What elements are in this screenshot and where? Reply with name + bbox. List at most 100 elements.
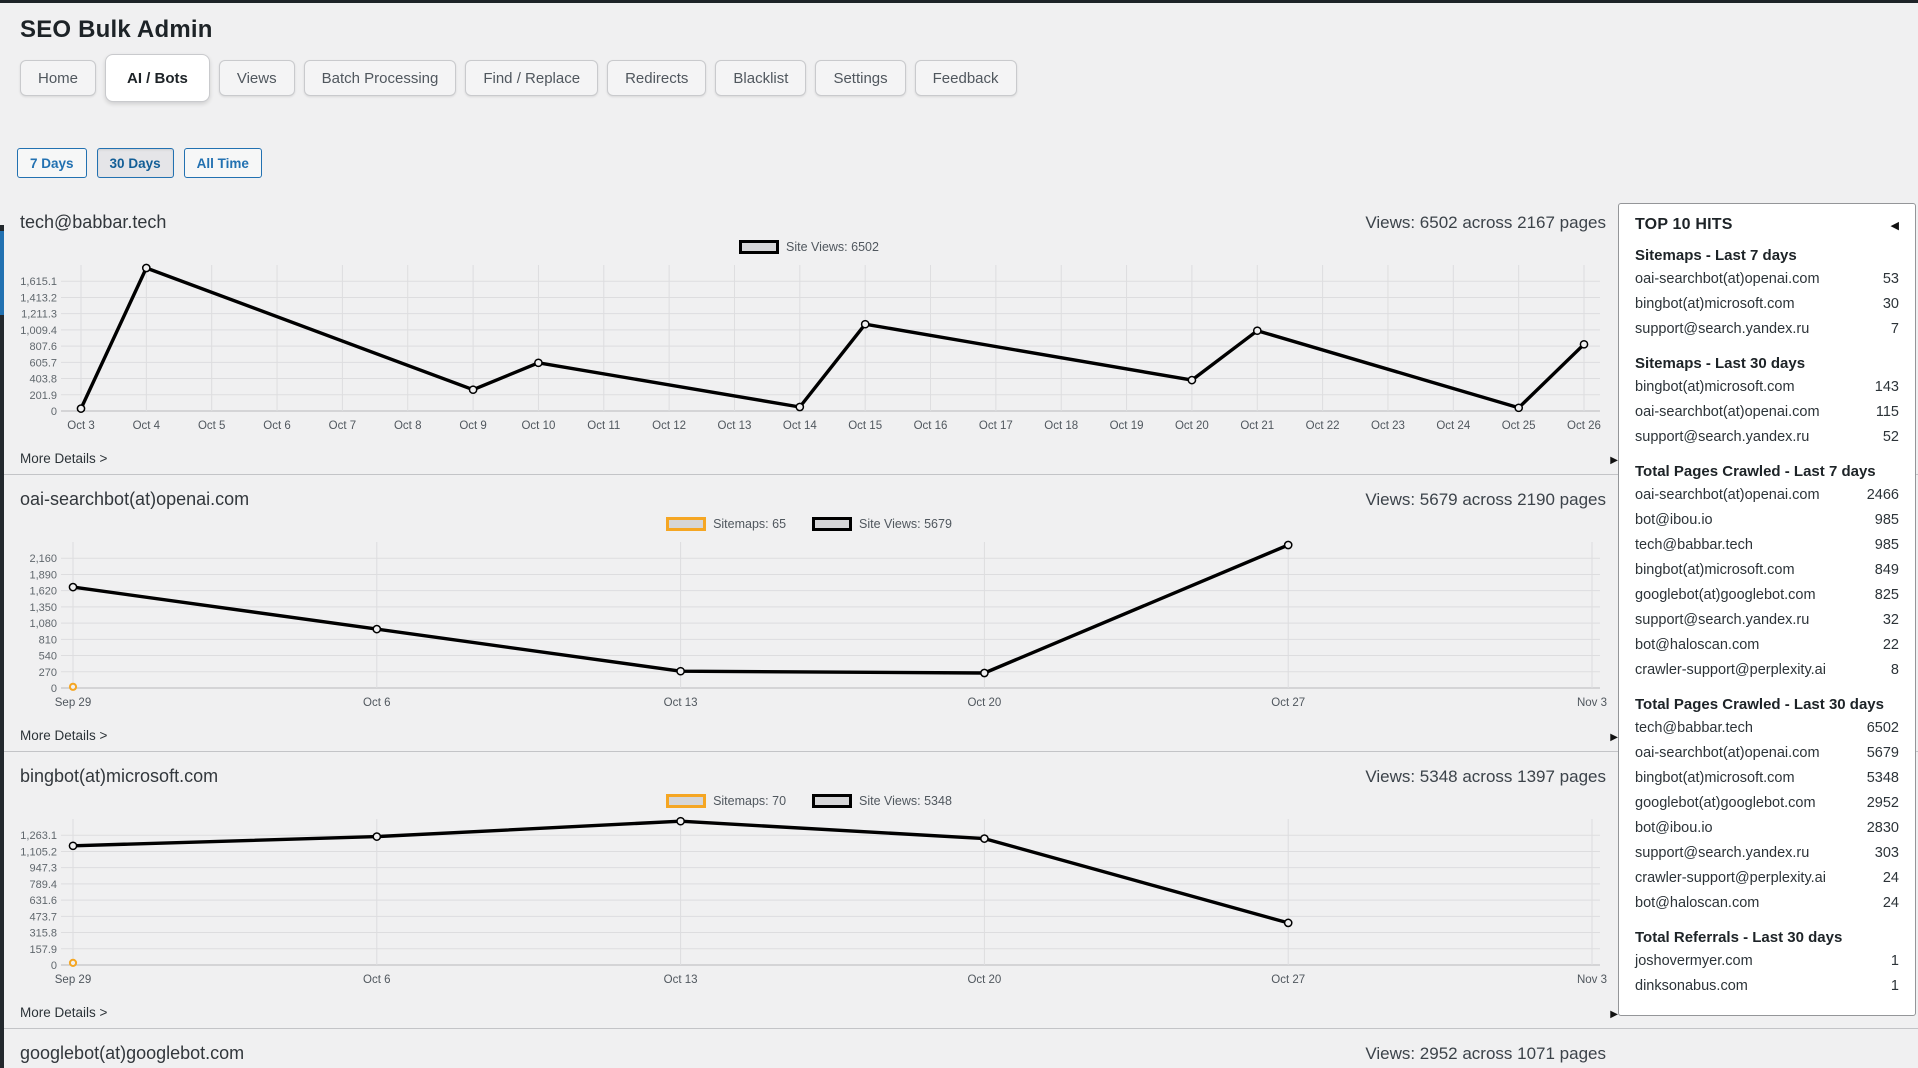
legend-item: Sitemaps: 70 bbox=[666, 794, 786, 808]
svg-text:Oct 8: Oct 8 bbox=[394, 420, 421, 432]
chart-title: oai-searchbot(at)openai.com bbox=[20, 489, 250, 509]
svg-text:1,263.1: 1,263.1 bbox=[20, 830, 57, 842]
bot-name: tech@babbar.tech bbox=[1635, 720, 1753, 736]
filter-button-all-time[interactable]: All Time bbox=[183, 148, 262, 178]
bot-count: 2466 bbox=[1866, 487, 1899, 503]
panel-section-heading: Sitemaps - Last 7 days bbox=[1635, 247, 1797, 264]
chart-sections: tech@babbar.tech Views: 6502 across 2167 … bbox=[0, 198, 1918, 1068]
panel-section-heading: Total Referrals - Last 30 days bbox=[1635, 929, 1843, 946]
panel-stat-row: support@search.yandex.ru 7 bbox=[1635, 317, 1899, 342]
legend-label: Sitemaps: 70 bbox=[713, 794, 787, 808]
tab-feedback[interactable]: Feedback bbox=[914, 60, 1017, 96]
bot-name: bingbot(at)microsoft.com bbox=[1635, 296, 1795, 312]
svg-text:Oct 5: Oct 5 bbox=[198, 420, 225, 432]
bot-name: oai-searchbot(at)openai.com bbox=[1635, 745, 1820, 761]
tab-bar: Home AI / Bots Views Batch Processing Find /… bbox=[20, 54, 1918, 102]
svg-text:Oct 20: Oct 20 bbox=[967, 697, 1001, 709]
svg-text:1,350: 1,350 bbox=[29, 602, 57, 614]
admin-menu-active-sliver bbox=[0, 231, 4, 315]
svg-text:403.8: 403.8 bbox=[29, 374, 57, 386]
tab-views[interactable]: Views bbox=[218, 60, 295, 96]
scroll-right-icon[interactable]: ▶ bbox=[1610, 732, 1618, 743]
svg-text:1,413.2: 1,413.2 bbox=[20, 292, 57, 304]
svg-text:1,211.3: 1,211.3 bbox=[21, 309, 57, 321]
svg-text:Oct 16: Oct 16 bbox=[914, 420, 948, 432]
panel-stat-row: support@search.yandex.ru 303 bbox=[1635, 841, 1899, 866]
chart-legend: Sitemaps: 65 Site Views: 5679 bbox=[20, 512, 1898, 536]
panel-stat-row: bingbot(at)microsoft.com 849 bbox=[1635, 558, 1899, 583]
more-details-link[interactable]: More Details > bbox=[20, 451, 108, 466]
svg-text:Oct 23: Oct 23 bbox=[1371, 420, 1405, 432]
svg-text:Oct 20: Oct 20 bbox=[1175, 420, 1209, 432]
tab-batch-processing[interactable]: Batch Processing bbox=[303, 60, 457, 96]
section-header: tech@babbar.tech Views: 6502 across 2167 … bbox=[20, 212, 1898, 233]
panel-section-heading: Total Pages Crawled - Last 30 days bbox=[1635, 696, 1884, 713]
svg-text:789.4: 789.4 bbox=[29, 879, 57, 891]
svg-text:Oct 21: Oct 21 bbox=[1240, 420, 1274, 432]
panel-stat-row: bot@ibou.io 2830 bbox=[1635, 816, 1899, 841]
panel-stat-row: tech@babbar.tech 6502 bbox=[1635, 716, 1899, 741]
tab-redirects[interactable]: Redirects bbox=[607, 60, 707, 96]
line-chart: 0 157.9 315.8 473.7 631.6 789.4 947.3 1,105.2 1,… bbox=[20, 816, 1607, 986]
svg-text:Oct 10: Oct 10 bbox=[521, 420, 555, 432]
svg-text:Oct 6: Oct 6 bbox=[363, 974, 390, 986]
bot-count: 24 bbox=[1882, 870, 1899, 886]
svg-text:Oct 18: Oct 18 bbox=[1044, 420, 1078, 432]
bot-chart-section: tech@babbar.tech Views: 6502 across 2167 … bbox=[0, 198, 1918, 475]
bot-name: oai-searchbot(at)openai.com bbox=[1635, 487, 1820, 503]
bot-name: googlebot(at)googlebot.com bbox=[1635, 587, 1816, 603]
panel-header: TOP 10 HITS ◀ bbox=[1635, 216, 1899, 234]
collapse-panel-icon[interactable]: ◀ bbox=[1890, 219, 1899, 232]
scroll-right-icon[interactable]: ▶ bbox=[1610, 455, 1618, 466]
chart-title: tech@babbar.tech bbox=[20, 212, 167, 232]
bot-count: 6502 bbox=[1866, 720, 1899, 736]
tab-home[interactable]: Home bbox=[20, 60, 97, 96]
svg-text:Nov 3: Nov 3 bbox=[1577, 697, 1607, 709]
panel-stat-row: tech@babbar.tech 985 bbox=[1635, 533, 1899, 558]
scroll-right-icon[interactable]: ▶ bbox=[1610, 1009, 1618, 1020]
tab-settings[interactable]: Settings bbox=[815, 60, 906, 96]
panel-stat-row: crawler-support@perplexity.ai 8 bbox=[1635, 658, 1899, 683]
bot-count: 825 bbox=[1874, 587, 1899, 603]
svg-text:Oct 4: Oct 4 bbox=[133, 420, 161, 432]
svg-text:807.6: 807.6 bbox=[29, 341, 57, 353]
bot-count: 24 bbox=[1882, 895, 1899, 911]
legend-item: Site Views: 5348 bbox=[812, 794, 952, 808]
bot-name: bingbot(at)microsoft.com bbox=[1635, 770, 1795, 786]
svg-text:1,620: 1,620 bbox=[29, 586, 57, 598]
svg-text:Oct 6: Oct 6 bbox=[363, 697, 390, 709]
tab-blacklist[interactable]: Blacklist bbox=[715, 60, 807, 96]
svg-text:540: 540 bbox=[39, 651, 57, 663]
chart-legend: Sitemaps: 70 Site Views: 5348 bbox=[20, 789, 1898, 813]
svg-text:1,890: 1,890 bbox=[29, 569, 57, 581]
svg-text:1,105.2: 1,105.2 bbox=[20, 846, 57, 858]
svg-text:473.7: 473.7 bbox=[29, 911, 57, 923]
filter-button-7-days[interactable]: 7 Days bbox=[17, 148, 87, 178]
legend-item: Site Views: 6502 bbox=[739, 240, 879, 254]
panel-stat-row: googlebot(at)googlebot.com 2952 bbox=[1635, 791, 1899, 816]
svg-text:Nov 3: Nov 3 bbox=[1577, 974, 1607, 986]
bot-name: googlebot(at)googlebot.com bbox=[1635, 795, 1816, 811]
bot-name: bot@ibou.io bbox=[1635, 820, 1713, 836]
chart-title: googlebot(at)googlebot.com bbox=[20, 1043, 245, 1063]
tab-find-replace[interactable]: Find / Replace bbox=[465, 60, 599, 96]
svg-text:Oct 15: Oct 15 bbox=[848, 420, 882, 432]
panel-stat-row: oai-searchbot(at)openai.com 53 bbox=[1635, 267, 1899, 292]
admin-bar-sliver bbox=[0, 0, 1918, 3]
tab-ai-bots[interactable]: AI / Bots bbox=[105, 54, 210, 102]
views-summary: Views: 6502 across 2167 pages bbox=[1365, 213, 1606, 232]
svg-text:Oct 25: Oct 25 bbox=[1502, 420, 1536, 432]
bot-count: 1 bbox=[1890, 953, 1899, 969]
more-details-link[interactable]: More Details > bbox=[20, 1005, 108, 1020]
svg-text:947.3: 947.3 bbox=[29, 863, 57, 875]
svg-text:0: 0 bbox=[51, 960, 57, 972]
legend-swatch bbox=[666, 517, 707, 531]
more-details-link[interactable]: More Details > bbox=[20, 728, 108, 743]
filter-button-30-days[interactable]: 30 Days bbox=[96, 148, 174, 178]
views-summary: Views: 2952 across 1071 pages bbox=[1365, 1044, 1606, 1063]
bot-name: oai-searchbot(at)openai.com bbox=[1635, 271, 1820, 287]
legend-swatch bbox=[812, 794, 853, 808]
bot-count: 5348 bbox=[1866, 770, 1899, 786]
bot-count: 115 bbox=[1875, 404, 1899, 420]
